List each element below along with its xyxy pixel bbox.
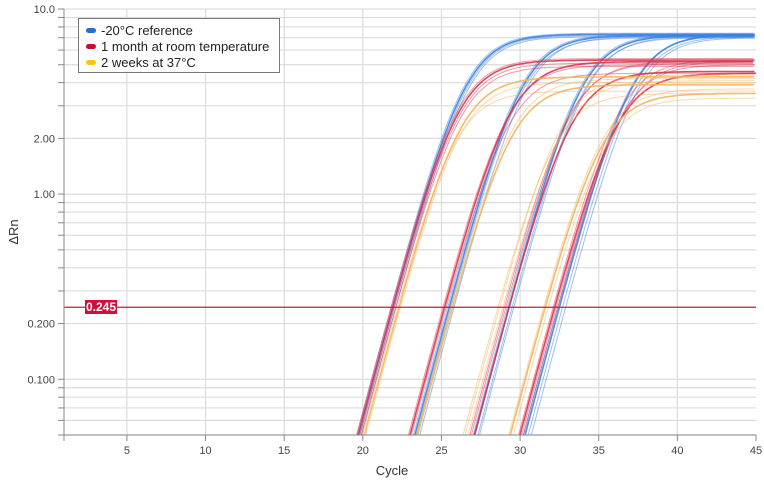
x-tick-label: 20 (357, 445, 369, 457)
amplification-curve-room-temp (356, 58, 753, 435)
legend: -20°C reference 1 month at room temperat… (78, 18, 280, 73)
x-tick-label: 25 (435, 445, 447, 457)
amplification-curve-37c (467, 80, 755, 435)
amplification-curve-reference (356, 32, 754, 435)
legend-label: 1 month at room temperature (101, 38, 270, 54)
amplification-curve-37c (512, 97, 756, 435)
amplification-curve-37c (509, 92, 756, 435)
legend-swatch-red (86, 43, 96, 49)
y-tick-label: 1.00 (34, 189, 55, 201)
threshold-label[interactable]: 0.245 (85, 300, 118, 314)
x-tick-label: 30 (514, 445, 526, 457)
x-tick-label: 45 (750, 445, 762, 457)
amplification-curve-37c (365, 82, 756, 435)
amplification-curve-room-temp (407, 64, 755, 435)
amplification-curve-37c (416, 83, 755, 435)
x-tick-label: 40 (671, 445, 683, 457)
x-tick-label: 35 (593, 445, 605, 457)
axes: 5 10 15 20 25 30 35 40 45 10.0 2.00 1.00 0.200 0.100 (27, 4, 762, 457)
amplification-curve-room-temp (411, 72, 755, 435)
x-axis-label: Cycle (376, 463, 409, 478)
y-tick-label: 0.100 (27, 374, 55, 386)
y-tick-label: 10.0 (34, 4, 55, 16)
amplification-curve-room-temp (518, 59, 755, 435)
amplification-curve-room-temp (519, 72, 756, 435)
amplification-curve-room-temp (357, 59, 755, 435)
legend-swatch-blue (86, 27, 96, 33)
amplification-curve-room-temp (522, 61, 753, 435)
amplification-curve-reference (527, 36, 755, 435)
x-tick-label: 15 (278, 445, 290, 457)
legend-item-room-temperature[interactable]: 1 month at room temperature (86, 38, 279, 54)
gridlines (64, 8, 756, 436)
y-tick-label: 0.200 (27, 319, 55, 331)
amplification-curve-37c (363, 76, 755, 435)
legend-item-37c[interactable]: 2 weeks at 37°C (86, 54, 279, 70)
amplification-curve-37c (508, 88, 755, 435)
legend-swatch-yellow (86, 59, 96, 65)
amplification-curve-reference (472, 33, 754, 435)
amplification-curve-37c (415, 78, 756, 435)
y-tick-label: 2.00 (34, 133, 55, 145)
legend-item-reference[interactable]: -20°C reference (86, 22, 279, 38)
amplification-curve-room-temp (360, 65, 755, 435)
amplification-curve-37c (464, 74, 755, 435)
legend-label: 2 weeks at 37°C (101, 54, 196, 70)
x-tick-label: 5 (124, 445, 130, 457)
y-axis-label: ΔRn (6, 219, 21, 244)
amplification-curves (356, 32, 756, 435)
legend-label: -20°C reference (101, 22, 193, 38)
x-tick-label: 10 (199, 445, 211, 457)
